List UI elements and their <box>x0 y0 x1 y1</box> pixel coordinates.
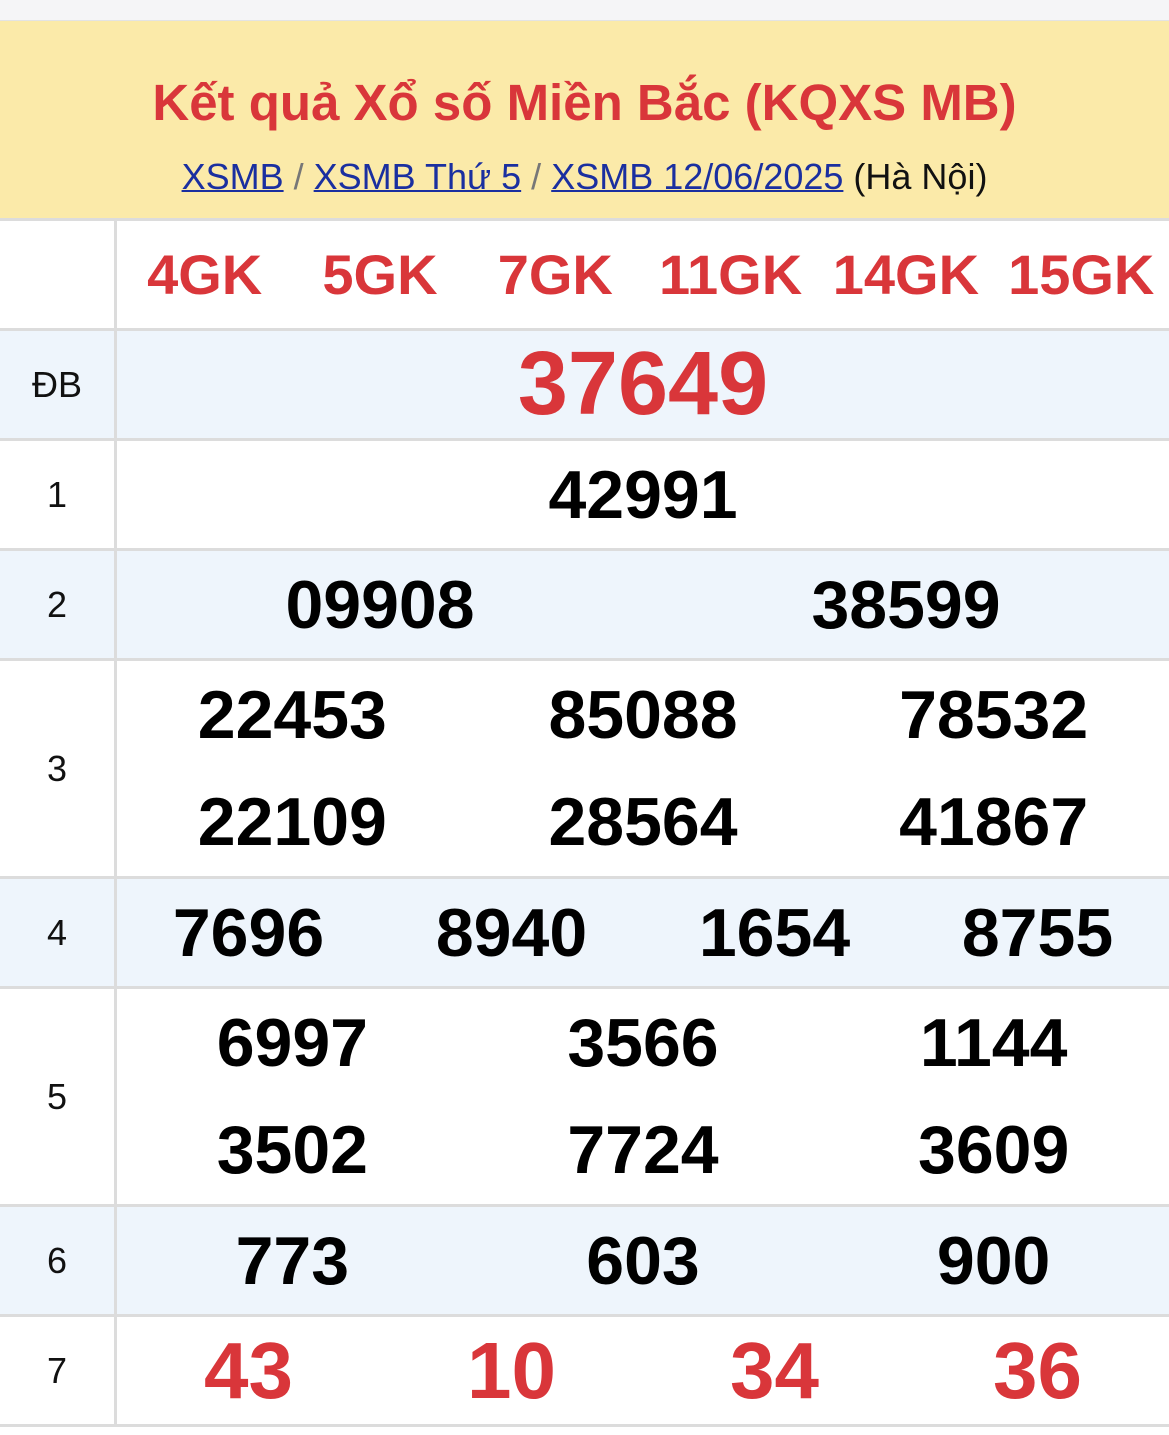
prize-row-fourth: 4 7696 8940 1654 8755 <box>0 879 1169 989</box>
prize-number: 1654 <box>698 894 851 971</box>
prize-number: 7724 <box>567 1112 719 1188</box>
prize-numbers: 6997 3566 1144 3502 7724 3609 <box>117 989 1169 1204</box>
prize-label: 1 <box>0 441 117 548</box>
prize-numbers: 37649 <box>117 331 1169 438</box>
prize-number: 3609 <box>918 1112 1070 1188</box>
prize-numbers: 43 10 34 36 <box>117 1317 1169 1424</box>
code-cells: 4GK 5GK 7GK 11GK 14GK 15GK <box>117 221 1169 328</box>
prize-numbers: 7696 8940 1654 8755 <box>117 879 1169 986</box>
prize-number: 22109 <box>197 784 387 860</box>
prize-numbers: 22453 85088 78532 22109 28564 41867 <box>117 661 1169 876</box>
prize-number: 8755 <box>961 894 1114 971</box>
breadcrumb-xsmb-thu5[interactable]: XSMB Thứ 5 <box>313 156 522 197</box>
code: 14GK <box>832 243 980 306</box>
prize-number: 38599 <box>811 566 1001 643</box>
prize-number: 900 <box>936 1222 1051 1299</box>
prize-label: 6 <box>0 1207 117 1314</box>
prize-row-sixth: 6 773 603 900 <box>0 1207 1169 1317</box>
prize-number: 773 <box>235 1222 350 1299</box>
prize-row-second: 2 09908 38599 <box>0 551 1169 661</box>
prize-label: 2 <box>0 551 117 658</box>
breadcrumb: XSMB / XSMB Thứ 5 / XSMB 12/06/2025 (Hà … <box>0 155 1169 199</box>
prize-row-special: ĐB 37649 <box>0 331 1169 441</box>
top-strip <box>0 0 1169 21</box>
prize-row-fifth: 5 6997 3566 1144 3502 7724 3609 <box>0 989 1169 1207</box>
prize-label: 4 <box>0 879 117 986</box>
location-label: (Hà Nội) <box>853 156 988 197</box>
prize-numbers: 09908 38599 <box>117 551 1169 658</box>
prize-number: 3566 <box>567 1005 719 1081</box>
prize-number: 10 <box>467 1325 556 1415</box>
code: 4GK <box>147 243 263 306</box>
prize-number: 41867 <box>899 784 1089 860</box>
prize-label: ĐB <box>0 331 117 438</box>
prize-number: 78532 <box>899 677 1089 753</box>
prize-number: 28564 <box>548 784 738 860</box>
prize-number: 34 <box>730 1325 819 1415</box>
prize-label: 3 <box>0 661 117 876</box>
prize-number: 7696 <box>172 894 325 971</box>
breadcrumb-xsmb-date[interactable]: XSMB 12/06/2025 <box>551 156 844 197</box>
prize-number: 43 <box>204 1325 293 1415</box>
code-row: 4GK 5GK 7GK 11GK 14GK 15GK <box>0 221 1169 331</box>
prize-row-first: 1 42991 <box>0 441 1169 551</box>
prize-number: 42991 <box>548 456 738 533</box>
empty-label <box>0 221 117 328</box>
prize-row-seventh: 7 43 10 34 36 <box>0 1317 1169 1427</box>
results-header: Kết quả Xổ số Miền Bắc (KQXS MB) XSMB / … <box>0 21 1169 221</box>
code: 11GK <box>658 243 803 306</box>
prize-label: 7 <box>0 1317 117 1424</box>
breadcrumb-xsmb[interactable]: XSMB <box>181 156 284 197</box>
prize-numbers: 773 603 900 <box>117 1207 1169 1314</box>
prize-number: 8940 <box>435 894 588 971</box>
results-table: 4GK 5GK 7GK 11GK 14GK 15GK ĐB 37649 1 42991… <box>0 221 1169 1427</box>
code: 5GK <box>322 243 438 306</box>
breadcrumb-separator: / <box>293 156 304 197</box>
prize-number: 36 <box>993 1325 1082 1415</box>
prize-number: 22453 <box>197 677 387 753</box>
prize-row-third: 3 22453 85088 78532 22109 28564 41867 <box>0 661 1169 879</box>
prize-number: 1144 <box>919 1005 1068 1081</box>
prize-label: 5 <box>0 989 117 1204</box>
prize-number: 603 <box>586 1222 700 1299</box>
breadcrumb-separator: / <box>531 156 542 197</box>
prize-number: 3502 <box>216 1112 368 1188</box>
code: 15GK <box>1008 243 1155 306</box>
prize-number: 09908 <box>285 566 475 643</box>
prize-number: 37649 <box>517 334 769 434</box>
page-title: Kết quả Xổ số Miền Bắc (KQXS MB) <box>152 74 1017 131</box>
code: 7GK <box>497 243 613 306</box>
prize-numbers: 42991 <box>117 441 1169 548</box>
prize-number: 85088 <box>548 677 738 753</box>
prize-number: 6997 <box>216 1005 368 1081</box>
